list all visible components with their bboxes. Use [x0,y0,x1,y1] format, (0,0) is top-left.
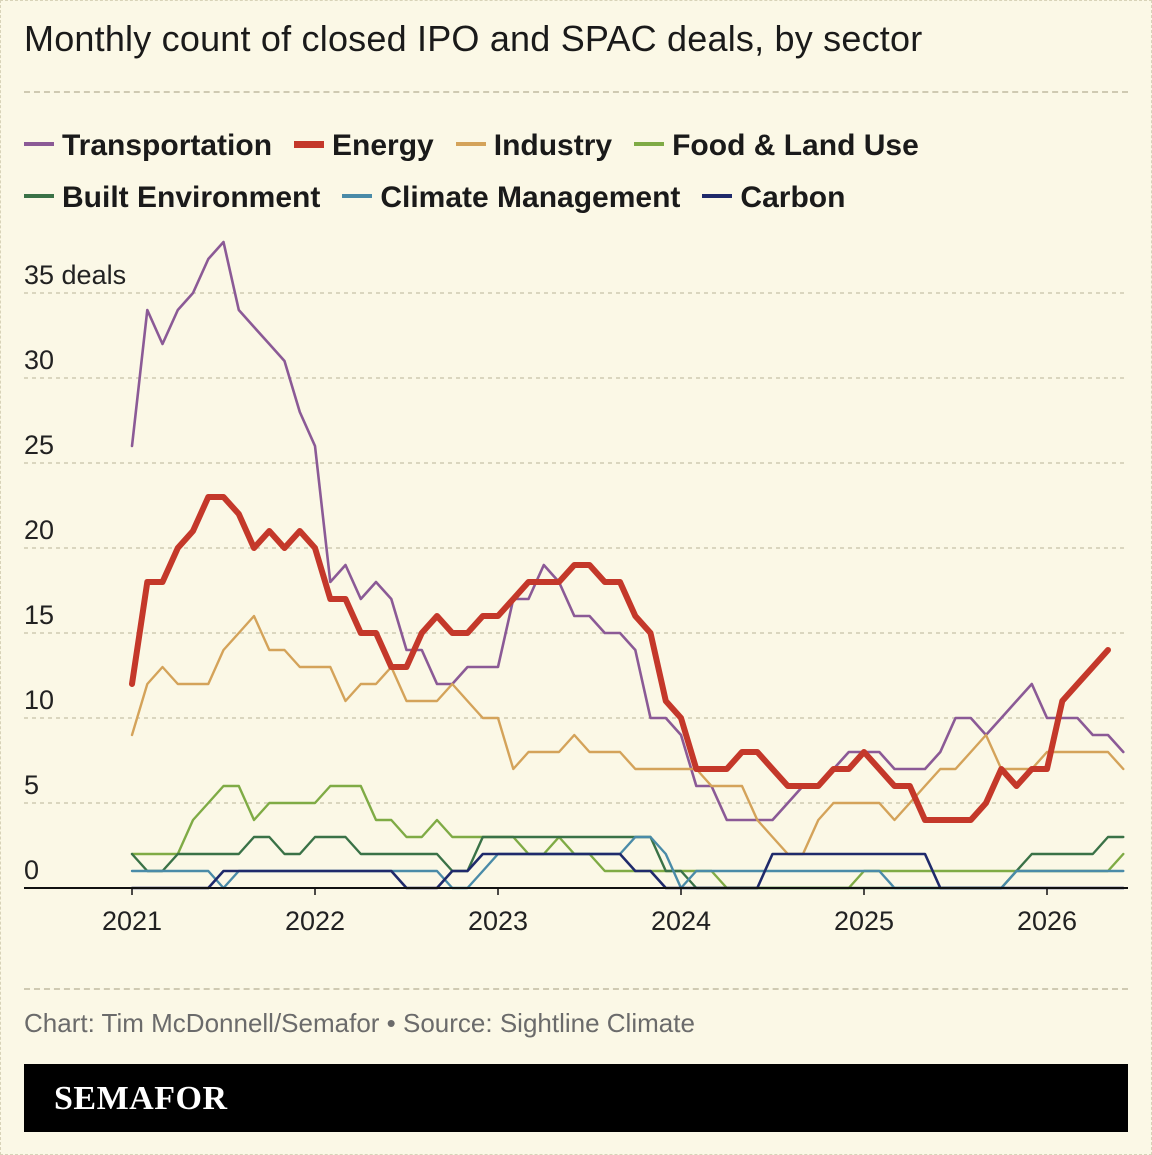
legend-label: Food & Land Use [672,129,919,162]
source-credit: Chart: Tim McDonnell/Semafor • Source: S… [24,1008,695,1038]
legend-item: Transportation [24,120,272,172]
legend-label: Climate Management [380,181,681,214]
legend-item: Built Environment [24,172,320,224]
semafor-logo: SEMAFOR [54,1080,228,1117]
series-line-energy [129,494,1111,823]
legend-label: Built Environment [62,181,321,214]
x-tick-label: 2021 [102,906,162,936]
y-tick-label: 15 [24,600,54,630]
legend-item: Industry [455,120,613,172]
x-tick-label: 2026 [1017,906,1077,936]
brand-bar: SEMAFOR [24,1064,1128,1132]
legend-label: Energy [332,129,434,162]
bottom-divider [24,988,1128,990]
x-tick-label: 2025 [834,906,894,936]
y-tick-label: 10 [24,685,54,715]
y-tick-label: 30 [24,345,54,375]
y-tick-label: 20 [24,515,54,545]
legend-swatch [455,142,486,147]
legend: Transportation Energy Industry Food & Land … [24,120,1128,224]
y-tick-label: 25 [24,430,54,460]
chart-title: Monthly count of closed IPO and SPAC dea… [24,18,923,59]
x-tick-label: 2024 [651,906,711,936]
legend-swatch [24,194,54,199]
legend-swatch [342,194,373,199]
legend-label: Industry [493,129,613,162]
legend-swatch [24,142,54,147]
y-tick-label: 5 [24,770,39,800]
legend-label: Transportation [62,129,273,162]
legend-swatch [702,194,733,199]
x-tick-label: 2023 [468,906,528,936]
y-tick-label: 0 [24,855,39,885]
legend-item: Climate Management [342,172,680,224]
legend-label: Carbon [740,181,846,214]
x-tick-label: 2022 [285,906,345,936]
series-line-food-land-use [130,784,1125,890]
series-line-industry [130,614,1125,856]
legend-swatch [634,142,665,147]
series-line-transportation [130,240,1125,822]
legend-item: Carbon [702,172,845,224]
y-tick-label: 35 deals [24,260,126,290]
legend-item: Energy [294,120,434,172]
top-divider [24,91,1128,93]
legend-item: Food & Land Use [634,120,919,172]
legend-swatch [294,140,325,148]
